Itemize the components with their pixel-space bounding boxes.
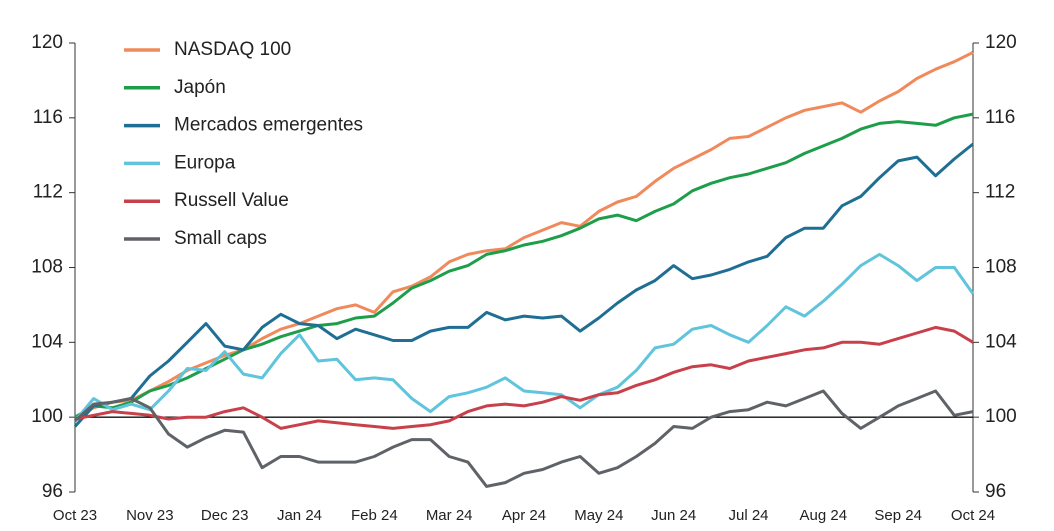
y-tick-label: 104 (31, 331, 63, 352)
series-line (74, 51, 974, 419)
y-tick-label: 108 (31, 257, 63, 278)
y-tick-label: 120 (31, 32, 63, 53)
legend-label: NASDAQ 100 (174, 39, 291, 60)
y2-tick-label: 108 (985, 257, 1017, 278)
x-tick-label: Apr 24 (502, 507, 546, 524)
series-line (73, 389, 974, 488)
y2-tick-label: 104 (985, 331, 1017, 352)
y-tick-label: 116 (33, 107, 63, 128)
series-line (73, 142, 974, 428)
y2-tick-label: 120 (985, 32, 1017, 53)
series-line (73, 252, 975, 422)
x-tick-label: Feb 24 (351, 507, 398, 524)
legend-label: Small caps (174, 228, 267, 249)
x-tick-label: Jul 24 (728, 507, 768, 524)
y-tick-label: 96 (42, 481, 63, 502)
legend-label: Mercados emergentes (174, 115, 363, 136)
x-tick-label: Aug 24 (800, 507, 848, 524)
y2-tick-label: 100 (985, 406, 1017, 427)
x-tick-label: Jun 24 (651, 507, 696, 524)
series-line (74, 112, 974, 419)
x-tick-label: Jan 24 (277, 507, 322, 524)
legend-label: Japón (174, 77, 226, 98)
x-tick-label: Dec 23 (201, 507, 249, 524)
y2-tick-label: 96 (985, 481, 1006, 502)
legend-label: Russell Value (174, 190, 289, 211)
legend-label: Europa (174, 152, 236, 173)
y-tick-label: 112 (33, 182, 63, 203)
x-tick-label: Sep 24 (874, 507, 922, 524)
x-tick-label: Nov 23 (126, 507, 174, 524)
x-tick-label: May 24 (574, 507, 623, 524)
y2-tick-label: 116 (985, 107, 1015, 128)
y2-tick-label: 112 (985, 182, 1015, 203)
series-line (74, 325, 974, 430)
x-tick-label: Oct 24 (951, 507, 995, 524)
x-tick-label: Oct 23 (53, 507, 97, 524)
y-tick-label: 100 (31, 406, 63, 427)
x-tick-label: Mar 24 (426, 507, 473, 524)
